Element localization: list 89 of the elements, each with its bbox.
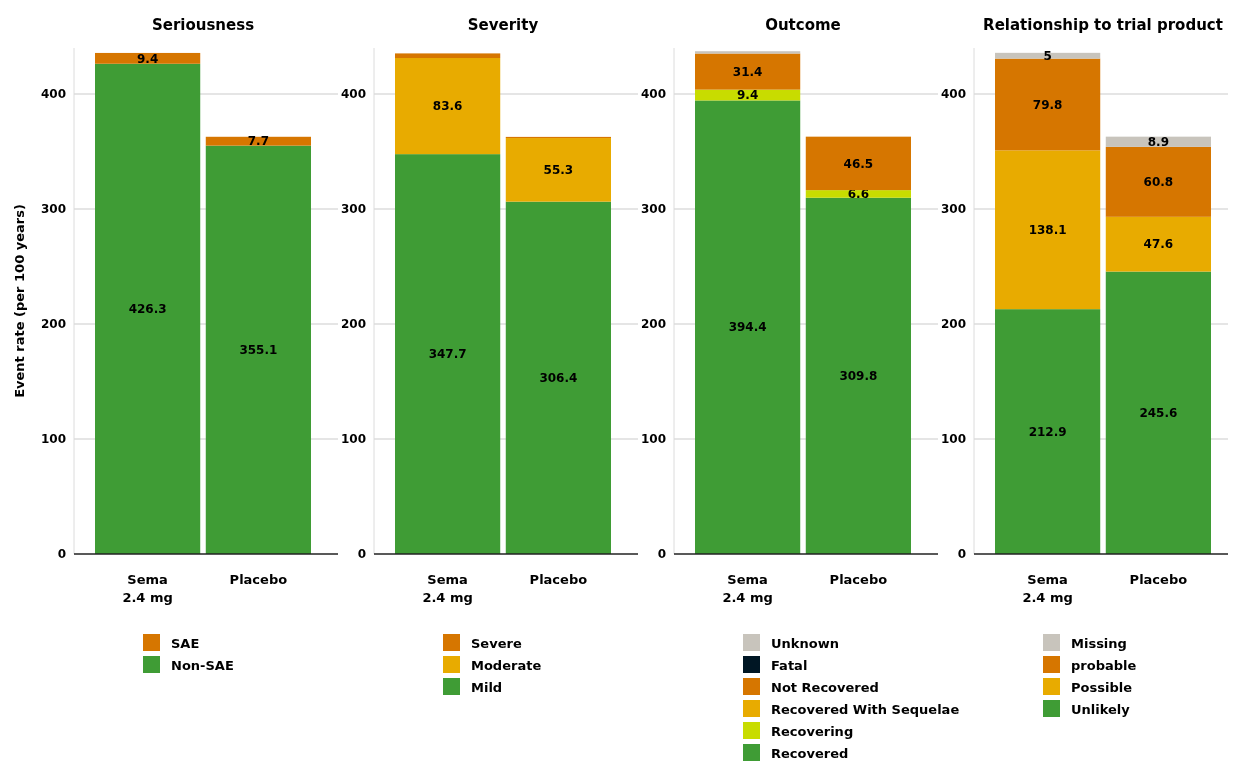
bar (805, 190, 911, 198)
data-label: 347.7 (428, 347, 467, 362)
bar (1105, 216, 1211, 272)
chart-title: Outcome (765, 16, 841, 34)
y-tick-label: 200 (640, 317, 666, 332)
data-label: 9.4 (136, 51, 159, 66)
bar (995, 150, 1101, 310)
bar (395, 53, 501, 59)
data-label: 306.4 (539, 371, 578, 386)
y-tick-label: 100 (640, 432, 666, 447)
bar (805, 136, 911, 191)
y-axis-title: Event rate (per 100 years) (12, 204, 27, 398)
bar (395, 154, 501, 554)
legend-label: SAE (171, 635, 200, 651)
data-label: 138.1 (1028, 222, 1067, 237)
chart-title: Relationship to trial product (983, 16, 1223, 34)
y-tick-label: 100 (40, 432, 66, 447)
data-label: 46.5 (843, 156, 874, 171)
y-tick-label: 100 (940, 432, 966, 447)
bar (505, 138, 611, 202)
bar (695, 53, 801, 90)
x-tick-label: Sema 2.4 mg (122, 572, 173, 605)
bar (805, 197, 911, 554)
legend-label: Recovered With Sequelae (771, 701, 960, 717)
legend-label: Moderate (471, 657, 542, 673)
y-tick-label: 0 (357, 547, 366, 562)
legend-label: Mild (471, 679, 503, 695)
y-tick-label: 300 (40, 202, 66, 217)
bar (95, 63, 201, 554)
x-tick-label: Placebo (1129, 572, 1188, 587)
legend-label: Not Recovered (771, 679, 879, 695)
bar (695, 100, 801, 554)
data-label: 8.9 (1147, 134, 1170, 149)
data-label: 60.8 (1143, 175, 1174, 190)
data-label: 7.7 (247, 134, 270, 149)
y-tick-label: 400 (340, 87, 366, 102)
data-label: 83.6 (432, 99, 463, 114)
legend-label: Fatal (771, 657, 808, 673)
y-tick-label: 300 (340, 202, 366, 217)
legend-label: Severe (471, 635, 522, 651)
data-label: 394.4 (728, 320, 767, 335)
y-tick-label: 400 (40, 87, 66, 102)
y-tick-label: 100 (340, 432, 366, 447)
y-tick-label: 200 (40, 317, 66, 332)
x-tick-label: Sema 2.4 mg (422, 572, 473, 605)
bar (1105, 271, 1211, 554)
bar (395, 58, 501, 155)
chart-title: Severity (467, 16, 539, 34)
y-tick-label: 400 (640, 87, 666, 102)
bar (205, 145, 311, 554)
data-label: 55.3 (543, 163, 574, 178)
x-tick-label: Placebo (829, 572, 888, 587)
y-tick-label: 300 (940, 202, 966, 217)
data-label: 426.3 (128, 302, 167, 317)
bar (995, 309, 1101, 554)
data-label: 9.4 (736, 88, 759, 103)
data-label: 212.9 (1028, 424, 1067, 439)
x-tick-label: Sema 2.4 mg (1022, 572, 1073, 605)
data-label: 31.4 (732, 64, 763, 79)
y-tick-label: 300 (640, 202, 666, 217)
legend-label: probable (1071, 657, 1137, 673)
bar (505, 201, 611, 554)
bar (695, 51, 801, 54)
legend-label: Unknown (771, 635, 839, 651)
legend-label: Unlikely (1071, 701, 1131, 717)
y-tick-label: 200 (340, 317, 366, 332)
bar (1105, 146, 1211, 217)
data-label: 245.6 (1139, 405, 1178, 420)
y-tick-label: 0 (657, 547, 666, 562)
data-label: 47.6 (1143, 237, 1174, 252)
y-tick-label: 0 (57, 547, 66, 562)
legend-label: Recovered (771, 745, 849, 761)
legend-label: Missing (1071, 635, 1127, 651)
y-tick-label: 200 (940, 317, 966, 332)
y-tick-label: 0 (957, 547, 966, 562)
data-label: 309.8 (839, 369, 878, 384)
bar (995, 58, 1101, 151)
chart-title: Seriousness (151, 16, 255, 34)
data-label: 355.1 (239, 343, 278, 358)
x-tick-label: Sema 2.4 mg (722, 572, 773, 605)
y-tick-label: 400 (940, 87, 966, 102)
x-tick-label: Placebo (229, 572, 288, 587)
legend-label: Non-SAE (171, 657, 234, 673)
bar (205, 136, 311, 146)
data-label: 79.8 (1032, 97, 1063, 112)
legend-label: Recovering (771, 723, 854, 739)
legend-label: Possible (1071, 679, 1133, 695)
x-tick-label: Placebo (529, 572, 588, 587)
bar (95, 52, 201, 64)
